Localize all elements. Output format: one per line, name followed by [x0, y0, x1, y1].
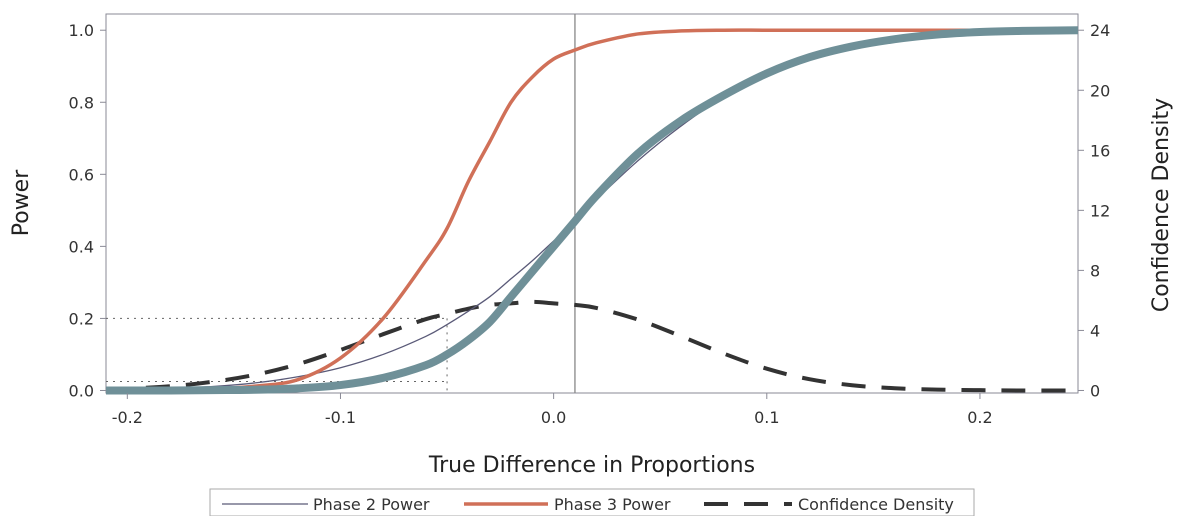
- series-line-phase-2-power: [105, 30, 1079, 391]
- y2-tick-label: 24: [1090, 21, 1110, 40]
- y2-tick-label: 20: [1090, 81, 1110, 100]
- legend-label-density: Confidence Density: [798, 495, 954, 514]
- y-tick-label: 0.6: [69, 165, 94, 184]
- y2-tick-label: 4: [1090, 321, 1100, 340]
- legend-label-phase3: Phase 3 Power: [554, 495, 671, 514]
- plot-frame: [105, 13, 1079, 394]
- legend-label-phase2: Phase 2 Power: [313, 495, 430, 514]
- x-tick-label: 0.2: [967, 408, 992, 427]
- y-axis-right: 0 4 8 12 16 20 24: [1078, 21, 1110, 400]
- y-tick-label: 0.4: [69, 237, 94, 256]
- x-tick-label: -0.1: [325, 408, 356, 427]
- y2-axis-title: Confidence Density: [1149, 98, 1174, 312]
- y-tick-label: 0.2: [69, 309, 94, 328]
- y2-tick-label: 0: [1090, 381, 1100, 400]
- series-line-confidence-density: [105, 299, 1079, 393]
- x-tick-label: 0.1: [754, 408, 779, 427]
- legend: Phase 2 Power Phase 3 Power Confidence D…: [209, 488, 975, 516]
- reference-lines: [106, 317, 448, 393]
- legend-box: [209, 488, 975, 516]
- series-line-phase-3-power-smoothed: [105, 26, 1079, 395]
- y2-tick-label: 12: [1090, 201, 1110, 220]
- x-tick-label: -0.2: [112, 408, 143, 427]
- y2-tick-label: 16: [1090, 141, 1110, 160]
- series-line-phase-3-power: [105, 28, 1078, 393]
- y-axis-left: 0.0 0.2 0.4 0.6 0.8 1.0: [69, 21, 106, 400]
- y-tick-label: 1.0: [69, 21, 94, 40]
- x-tick-label: 0.0: [541, 408, 566, 427]
- x-axis: -0.2 -0.1 0.0 0.1 0.2: [112, 393, 993, 427]
- y2-tick-label: 8: [1090, 261, 1100, 280]
- y-axis-title: Power: [9, 169, 34, 236]
- y-tick-label: 0.0: [69, 381, 94, 400]
- x-axis-title: True Difference in Proportions: [428, 453, 755, 478]
- y-tick-label: 0.8: [69, 93, 94, 112]
- series-layer: [105, 26, 1079, 395]
